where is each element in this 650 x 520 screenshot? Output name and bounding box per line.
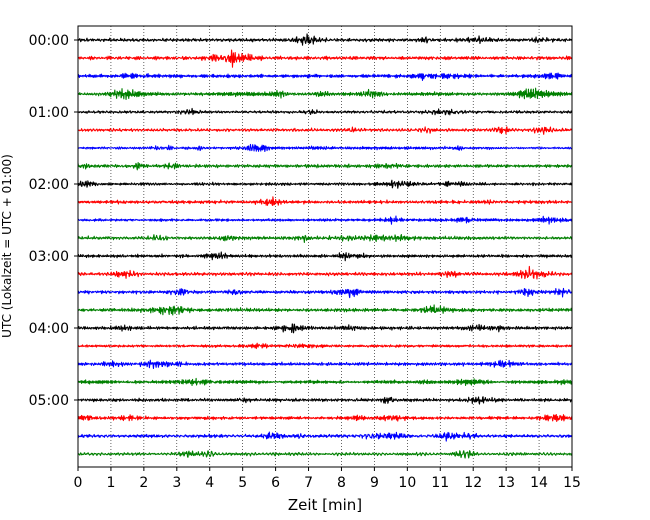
- seismogram-trace: [77, 377, 573, 387]
- x-tick-label: 6: [271, 475, 280, 491]
- x-tick-label: 4: [205, 475, 214, 491]
- x-tick-label: 9: [370, 475, 379, 491]
- y-axis: 00:00 01:00 02:00 03:00 04:00 05:00: [29, 33, 78, 409]
- y-axis-label: UTC (Lokalzeit = UTC + 01:00): [0, 154, 14, 338]
- x-tick-label: 0: [74, 475, 83, 491]
- y-tick-label: 05:00: [29, 393, 69, 409]
- seismogram-trace: [77, 323, 573, 334]
- seismogram-trace: [77, 72, 573, 81]
- seismogram-trace: [77, 265, 573, 280]
- seismogram-trace: [77, 126, 573, 135]
- seismogram-trace: [77, 304, 573, 316]
- x-axis: 0 1 2 3 4 5 6 7 8 9 10 11 12 13 14 15: [74, 467, 581, 491]
- seismogram-trace: [77, 196, 573, 206]
- seismogram-trace: [77, 49, 573, 68]
- y-tick-label: 03:00: [29, 249, 69, 265]
- y-tick-label: 00:00: [29, 33, 69, 49]
- seismogram-trace: [77, 359, 573, 369]
- y-tick-label: 04:00: [29, 321, 69, 337]
- x-tick-label: 11: [431, 475, 449, 491]
- x-tick-label: 3: [172, 475, 181, 491]
- seismogram-trace: [77, 87, 573, 101]
- seismogram-trace: [77, 342, 573, 350]
- seismogram-trace: [77, 107, 573, 116]
- seismogram-trace: [77, 431, 573, 442]
- seismogram-trace: [77, 233, 573, 243]
- seismogram-trace: [77, 179, 573, 189]
- x-tick-label: 7: [304, 475, 313, 491]
- seismogram-trace: [77, 215, 573, 225]
- plot-frame: [77, 25, 573, 468]
- y-tick-label: 01:00: [29, 105, 69, 121]
- seismogram-trace: [77, 450, 573, 459]
- x-tick-label: 12: [464, 475, 482, 491]
- x-tick-label: 2: [139, 475, 148, 491]
- y-tick-label: 02:00: [29, 177, 69, 193]
- seismogram-trace: [77, 33, 573, 46]
- seismogram-trace: [77, 251, 573, 262]
- trace-group: [77, 33, 573, 459]
- seismogram-trace: [77, 287, 573, 299]
- x-tick-label: 13: [497, 475, 515, 491]
- x-tick-label: 1: [106, 475, 115, 491]
- seismogram-trace: [77, 413, 573, 423]
- x-tick-label: 8: [337, 475, 346, 491]
- x-tick-label: 15: [563, 475, 581, 491]
- seismogram-trace: [77, 143, 573, 153]
- x-axis-label: Zeit [min]: [288, 496, 362, 514]
- x-tick-label: 5: [238, 475, 247, 491]
- x-tick-label: 10: [398, 475, 416, 491]
- seismogram-trace: [77, 396, 573, 405]
- seismogram-trace: [77, 162, 573, 171]
- x-tick-label: 14: [530, 475, 548, 491]
